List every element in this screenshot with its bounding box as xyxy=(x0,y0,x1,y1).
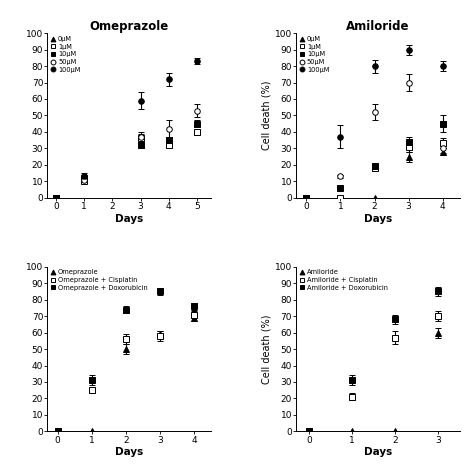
Title: Amiloride: Amiloride xyxy=(346,20,410,33)
Legend: 0μM, 1μM, 10μM, 50μM, 100μM: 0μM, 1μM, 10μM, 50μM, 100μM xyxy=(49,35,81,73)
Legend: Omeprazole, Omeprazole + Cisplatin, Omeprazole + Doxorubicin: Omeprazole, Omeprazole + Cisplatin, Omep… xyxy=(49,269,148,292)
Y-axis label: Cell death (%): Cell death (%) xyxy=(262,81,272,150)
Legend: Amiloride, Amiloride + Cisplatin, Amiloride + Doxorubicin: Amiloride, Amiloride + Cisplatin, Amilor… xyxy=(298,269,389,292)
X-axis label: Days: Days xyxy=(364,214,392,224)
X-axis label: Days: Days xyxy=(115,214,143,224)
X-axis label: Days: Days xyxy=(364,447,392,457)
Legend: 0μM, 1μM, 10μM, 50μM, 100μM: 0μM, 1μM, 10μM, 50μM, 100μM xyxy=(298,35,330,73)
Y-axis label: Cell death (%): Cell death (%) xyxy=(262,314,272,384)
Title: Omeprazole: Omeprazole xyxy=(90,20,169,33)
X-axis label: Days: Days xyxy=(115,447,143,457)
